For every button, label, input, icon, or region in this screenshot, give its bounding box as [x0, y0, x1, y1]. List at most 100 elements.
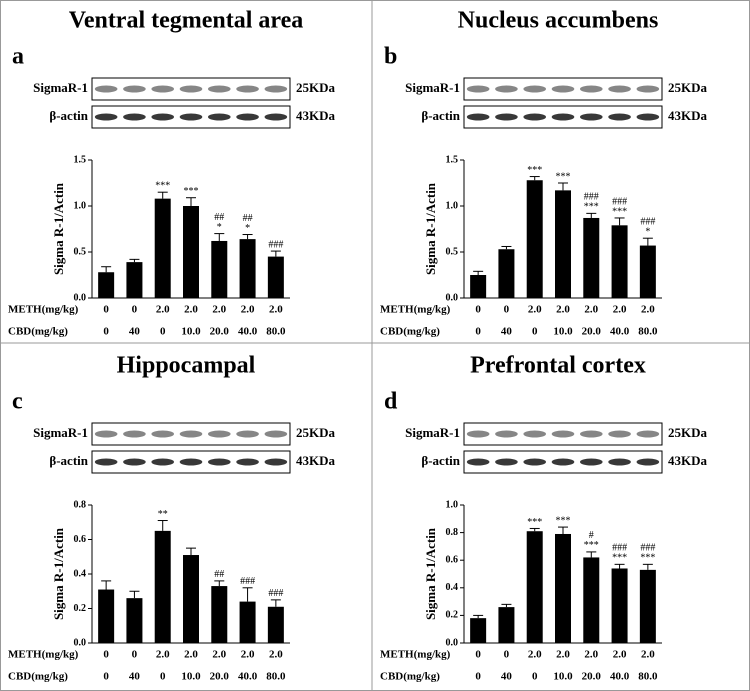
y-tick-label: 0.0	[74, 637, 87, 648]
y-tick-label: 0.6	[446, 554, 459, 565]
y-tick-label: 0.2	[74, 603, 87, 614]
significance: ***	[155, 180, 170, 191]
significance: ###	[584, 192, 599, 203]
blot-band	[123, 85, 146, 93]
panel-title: Nucleus accumbens	[458, 8, 659, 34]
row-value: 0	[475, 326, 481, 338]
blot-band	[179, 85, 203, 93]
blot-band	[236, 458, 259, 466]
y-axis-label: Sigma R-1/Actin	[51, 182, 66, 275]
blot-band	[579, 85, 603, 93]
blot-band	[264, 458, 288, 466]
row-label: METH(mg/kg)	[8, 304, 79, 316]
row-label: CBD(mg/kg)	[380, 671, 440, 683]
row-value: 40.0	[610, 326, 630, 338]
row-value: 40	[501, 671, 513, 683]
blot-band	[495, 458, 518, 466]
y-tick-label: 1.5	[74, 154, 87, 165]
blot-band	[495, 85, 518, 93]
blot-size: 43KDa	[668, 453, 708, 468]
y-tick-label: 1.5	[446, 154, 459, 165]
significance: ###	[640, 543, 655, 554]
blot-band	[495, 430, 518, 438]
bar	[183, 206, 199, 298]
y-tick-label: 0.0	[446, 292, 459, 303]
row-value: 2.0	[156, 304, 170, 316]
blot-band	[151, 113, 175, 121]
significance: *	[217, 222, 222, 233]
blot-label: β-actin	[421, 108, 460, 123]
row-value: 40.0	[238, 326, 258, 338]
blot-band	[236, 430, 259, 438]
significance: ##	[243, 213, 253, 224]
bar	[183, 555, 199, 643]
row-value: 80.0	[638, 671, 658, 683]
row-value: 0	[160, 326, 166, 338]
blot-band	[466, 430, 490, 438]
row-value: 0	[504, 304, 510, 316]
row-value: 2.0	[528, 304, 542, 316]
blot-band	[579, 113, 603, 121]
row-value: 2.0	[556, 649, 570, 661]
panel-title: Ventral tegmental area	[69, 8, 304, 34]
significance: ***	[527, 517, 542, 528]
row-value: 0	[132, 304, 138, 316]
row-value: 40	[129, 671, 141, 683]
row-value: 0	[475, 671, 481, 683]
row-value: 2.0	[156, 649, 170, 661]
blot-band	[123, 113, 146, 121]
bar	[267, 606, 284, 643]
bar	[555, 190, 571, 298]
significance: ##	[214, 569, 224, 580]
significance: ***	[640, 553, 655, 564]
row-value: 0	[532, 326, 538, 338]
row-value: 20.0	[582, 326, 602, 338]
y-axis-label: Sigma R-1/Actin	[51, 527, 66, 620]
blot-band	[551, 430, 575, 438]
blot-band	[207, 85, 231, 93]
bar	[526, 180, 543, 298]
row-label: METH(mg/kg)	[380, 304, 451, 316]
blot-band	[264, 85, 288, 93]
row-value: 80.0	[266, 671, 286, 683]
row-value: 0	[504, 649, 510, 661]
row-label: METH(mg/kg)	[8, 649, 79, 661]
row-value: 2.0	[584, 649, 598, 661]
blot-band	[579, 430, 603, 438]
significance: ***	[556, 171, 571, 182]
blot-label: SigmaR-1	[405, 80, 460, 95]
blot-band	[94, 85, 118, 93]
row-value: 2.0	[269, 304, 283, 316]
bar	[154, 530, 171, 643]
row-value: 2.0	[184, 649, 198, 661]
bar	[555, 533, 571, 643]
blot-size: 43KDa	[668, 108, 708, 123]
blot-band	[179, 113, 203, 121]
blot-band	[151, 85, 175, 93]
bar	[498, 607, 515, 643]
panel-letter: b	[384, 44, 397, 70]
blot-band	[466, 113, 490, 121]
row-value: 2.0	[212, 304, 226, 316]
blot-band	[207, 458, 231, 466]
blot-label: β-actin	[49, 108, 88, 123]
row-value: 0	[532, 671, 538, 683]
row-value: 2.0	[184, 304, 198, 316]
blot-band	[466, 85, 490, 93]
blot-band	[523, 113, 547, 121]
blot-band	[94, 113, 118, 121]
bar	[267, 256, 284, 298]
bar	[211, 586, 228, 643]
blot-label: SigmaR-1	[405, 425, 460, 440]
significance: ###	[268, 239, 283, 250]
y-tick-label: 0.8	[74, 499, 87, 510]
blot-size: 25KDa	[668, 80, 708, 95]
blot-size: 43KDa	[296, 453, 336, 468]
bar	[611, 568, 628, 643]
blot-band	[236, 113, 259, 121]
blot-size: 25KDa	[296, 80, 336, 95]
row-value: 80.0	[266, 326, 286, 338]
y-tick-label: 0.5	[74, 246, 87, 257]
blot-band	[264, 113, 288, 121]
